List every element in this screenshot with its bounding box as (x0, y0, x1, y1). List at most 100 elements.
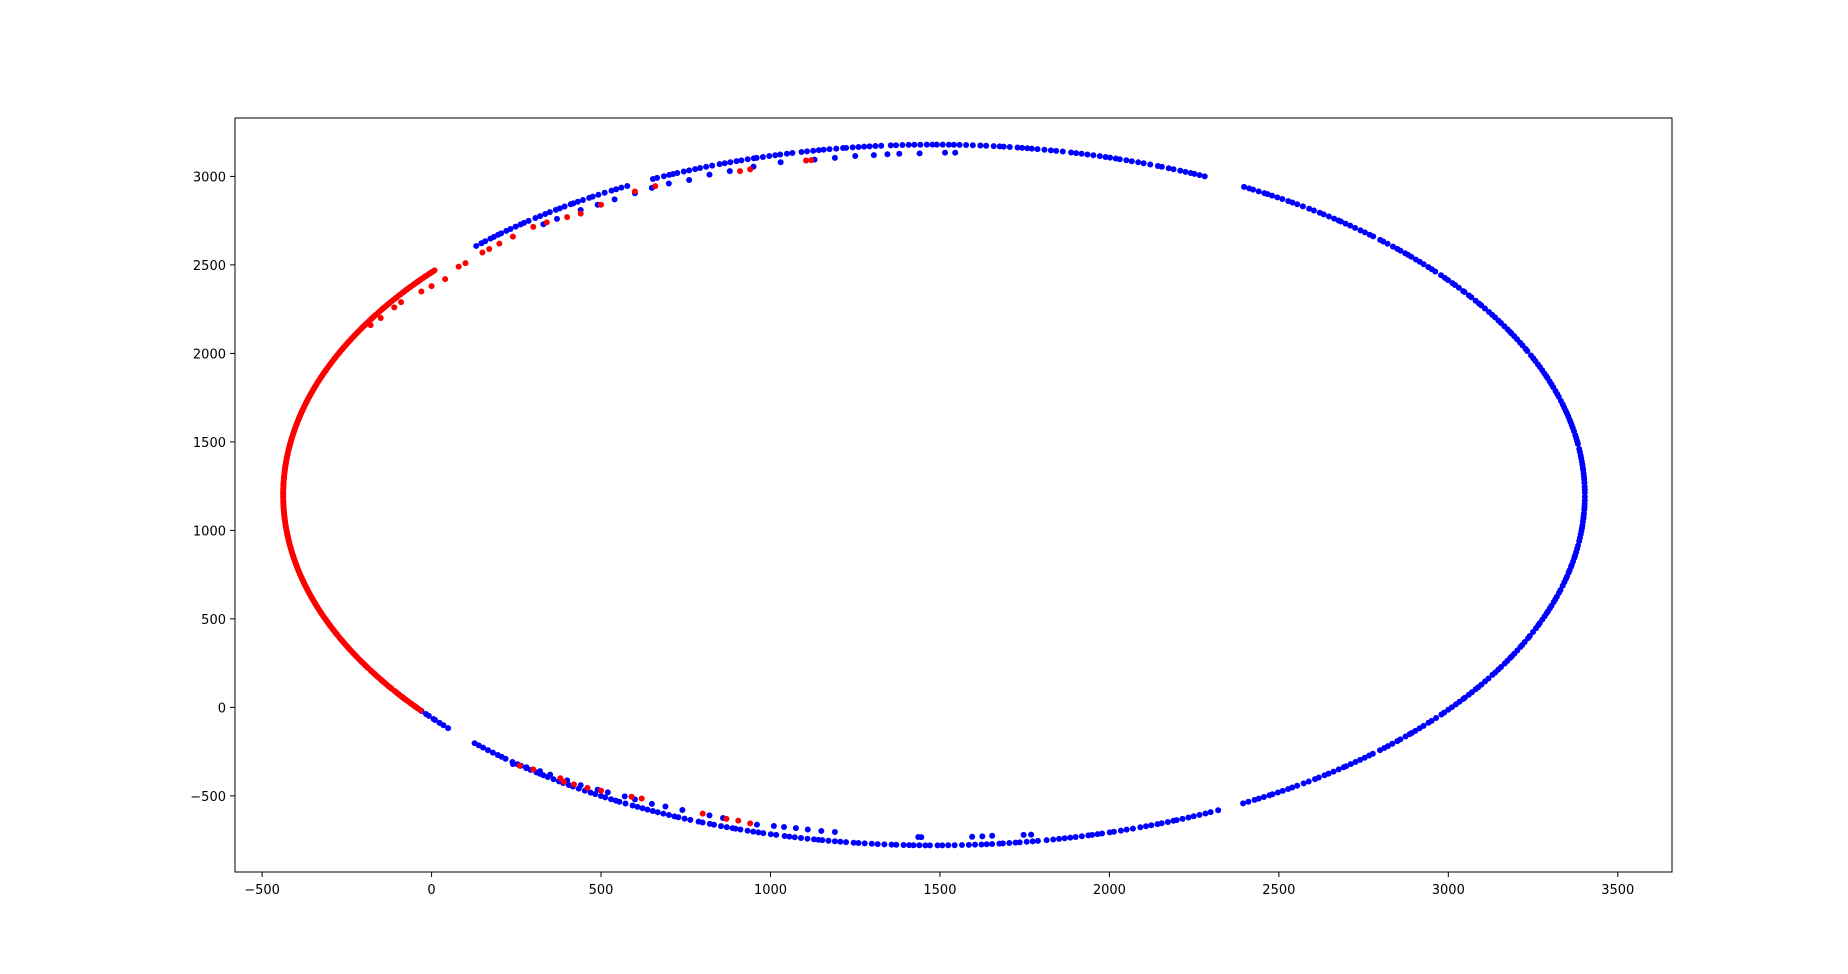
blue-point (861, 840, 868, 847)
blue-point (777, 159, 784, 166)
blue-point (977, 142, 984, 149)
blue-point (1107, 154, 1114, 161)
blue-point (706, 812, 713, 819)
blue-point (1135, 159, 1142, 166)
blue-point (1123, 826, 1130, 833)
blue-point (952, 149, 959, 156)
blue-point (934, 842, 941, 849)
blue-point (750, 828, 757, 835)
blue-point (709, 162, 716, 169)
blue-point (868, 840, 875, 847)
blue-point (798, 148, 805, 155)
blue-point (665, 812, 672, 819)
blue-point (1255, 795, 1262, 802)
blue-point (1006, 840, 1013, 847)
blue-point (1279, 787, 1286, 794)
blue-point (561, 203, 568, 210)
blue-point (766, 153, 773, 160)
blue-point (480, 744, 487, 751)
blue-point (611, 196, 618, 203)
blue-point (1043, 837, 1050, 844)
blue-point (744, 827, 751, 834)
blue-point (1179, 815, 1186, 822)
blue-point (1369, 750, 1376, 757)
blue-point (503, 227, 510, 234)
blue-point (906, 842, 913, 849)
red-point (496, 240, 503, 247)
blue-point (697, 165, 704, 172)
blue-point (818, 827, 825, 834)
blue-point (547, 771, 554, 778)
blue-point (1024, 145, 1031, 152)
blue-point (760, 830, 767, 837)
blue-point (1581, 493, 1588, 500)
blue-point (1128, 158, 1135, 165)
blue-point (950, 141, 957, 148)
blue-point (440, 722, 447, 729)
blue-point (972, 841, 978, 848)
blue-point (939, 842, 946, 849)
blue-point (608, 187, 615, 194)
red-point (598, 787, 605, 794)
blue-point (1112, 155, 1119, 162)
blue-point (826, 146, 833, 153)
blue-point (1465, 292, 1472, 299)
blue-point (781, 833, 788, 840)
blue-point (586, 194, 593, 201)
blue-point (634, 803, 641, 810)
red-point (699, 810, 706, 817)
blue-point (525, 217, 532, 224)
blue-point (738, 157, 745, 164)
blue-point (1274, 194, 1281, 201)
red-point (723, 815, 730, 822)
blue-point (1170, 166, 1177, 173)
blue-point (1347, 222, 1354, 229)
blue-point (622, 800, 629, 807)
blue-point (692, 166, 699, 173)
blue-point (1245, 798, 1252, 805)
blue-point (1402, 250, 1409, 257)
blue-point (1202, 810, 1209, 817)
blue-point (679, 807, 686, 814)
blue-point (804, 835, 811, 842)
blue-point (487, 235, 494, 242)
blue-point (896, 150, 903, 157)
red-point (735, 817, 742, 824)
blue-point (1428, 717, 1435, 724)
blue-point (1294, 782, 1301, 789)
red-point (638, 795, 645, 802)
blue-point (1117, 827, 1124, 834)
blue-point (1140, 160, 1147, 167)
blue-point (840, 145, 847, 152)
red-point (564, 214, 571, 221)
blue-point (1084, 151, 1091, 158)
blue-point (624, 182, 631, 189)
red-point (479, 249, 486, 256)
blue-point (979, 833, 986, 840)
blue-point (969, 833, 976, 840)
blue-point (1165, 165, 1172, 172)
red-point (418, 288, 425, 295)
x-tick-label: 1500 (923, 883, 956, 898)
blue-point (956, 141, 963, 148)
blue-point (1472, 297, 1479, 304)
blue-point (767, 831, 774, 838)
blue-point (1201, 173, 1208, 180)
blue-point (888, 841, 895, 848)
blue-point (797, 834, 804, 841)
y-tick-label: −500 (190, 790, 226, 805)
blue-point (1148, 822, 1155, 829)
blue-point (1325, 770, 1332, 777)
red-point (543, 219, 550, 226)
x-tick-label: 2000 (1093, 883, 1126, 898)
blue-point (592, 791, 599, 798)
blue-point (613, 186, 620, 193)
blue-point (537, 213, 544, 220)
blue-point (662, 803, 669, 810)
blue-point (870, 152, 877, 159)
blue-point (915, 833, 922, 840)
blue-point (1147, 161, 1154, 168)
blue-point (1300, 780, 1307, 787)
blue-point (706, 171, 713, 178)
blue-point (1310, 207, 1317, 214)
